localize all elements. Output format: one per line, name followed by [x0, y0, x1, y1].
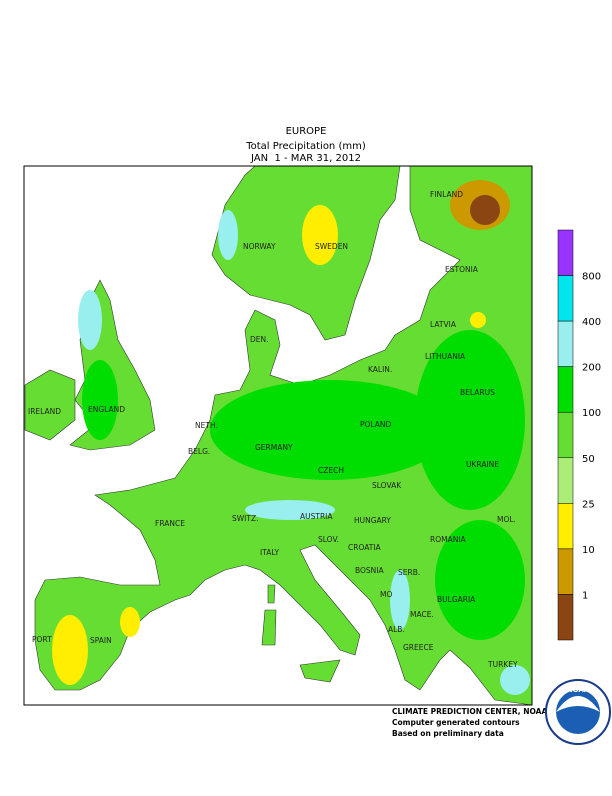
country-label: NORWAY	[243, 242, 276, 251]
country-label: LATVIA	[430, 320, 457, 329]
country-label: GREECE	[403, 643, 434, 652]
legend-swatch	[557, 548, 574, 595]
country-label: SLOVAK	[372, 481, 402, 490]
country-label: SLOV.	[318, 535, 339, 544]
legend-level: 1	[582, 590, 588, 601]
country-label: BELARUS	[460, 388, 495, 397]
country-label: MACE.	[410, 610, 434, 619]
country-label: PORT	[32, 635, 52, 644]
country-label: TURKEY	[487, 660, 518, 669]
logo-text: NOAA	[567, 686, 590, 694]
map: FINLAND NORWAY SWEDEN ESTONIA LATVIA DEN…	[24, 166, 532, 705]
legend-level: 50	[582, 454, 595, 465]
country-label: KALIN.	[368, 365, 392, 374]
country-label: SPAIN	[90, 636, 112, 645]
legend-level: 10	[582, 545, 595, 556]
patch	[210, 380, 450, 480]
corsica	[267, 584, 276, 604]
country-label: ENGLAND	[88, 405, 125, 414]
country-label: ITALY	[260, 548, 280, 557]
credit: Based on preliminary data	[392, 729, 504, 738]
legend-swatch	[557, 457, 574, 504]
country-label: SERB.	[398, 568, 420, 577]
map-period: JAN 1 - MAR 31, 2012	[250, 153, 361, 164]
country-label: ROMANIA	[430, 535, 467, 544]
country-label: MOL.	[497, 515, 516, 524]
country-label: FINLAND	[430, 190, 463, 199]
patch	[245, 500, 335, 520]
patch	[500, 665, 530, 695]
patch	[120, 607, 140, 637]
map-title: Total Precipitation (mm)	[245, 141, 366, 152]
country-label: IRELAND	[28, 407, 61, 416]
logo-bird	[556, 696, 600, 712]
legend-swatch	[557, 275, 574, 322]
legend-swatch	[557, 366, 574, 413]
country-label: HUNGARY	[354, 516, 391, 525]
precip-patches	[52, 180, 530, 695]
credit: Computer generated contours	[392, 718, 520, 727]
legend-level: 25	[582, 499, 595, 510]
patch	[302, 205, 338, 265]
legend-swatch	[557, 229, 574, 276]
legend-swatch	[557, 503, 574, 550]
country-label: SWITZ.	[232, 514, 259, 523]
sicily	[299, 659, 341, 683]
country-label: BELG.	[188, 447, 210, 456]
country-label: DEN.	[250, 335, 269, 344]
legend-swatch	[557, 320, 574, 367]
legend-level: 400	[582, 317, 601, 328]
patch	[52, 615, 88, 685]
country-label: CROATIA	[348, 543, 382, 552]
patch	[470, 312, 486, 328]
ireland	[24, 369, 76, 441]
noaa-logo: NOAA	[545, 679, 611, 745]
legend: 800 400 200 100 50 25 10 1	[557, 229, 601, 641]
patch	[78, 290, 102, 350]
country-label: SWEDEN	[315, 242, 348, 251]
country-label: FRANCE	[155, 519, 185, 528]
legend-swatch	[557, 594, 574, 641]
country-label: AUSTRIA	[300, 512, 333, 521]
country-label: GERMANY	[255, 443, 293, 452]
legend-level: 800	[582, 272, 601, 283]
country-label: NETH.	[195, 421, 218, 430]
legend-level: 100	[582, 408, 601, 419]
patch	[415, 330, 525, 510]
country-label: POLAND	[360, 420, 392, 429]
country-label: LITHUANIA	[425, 352, 466, 361]
country-label: ALB.	[388, 625, 405, 634]
map-region: EUROPE	[286, 126, 327, 137]
credit: CLIMATE PREDICTION CENTER, NOAA	[392, 707, 547, 716]
patch	[218, 210, 238, 260]
country-label: ESTONIA	[445, 265, 479, 274]
legend-swatch	[557, 411, 574, 459]
sardinia	[261, 609, 277, 646]
map-frame	[23, 165, 533, 706]
patch	[82, 360, 118, 440]
legend-level: 200	[582, 363, 601, 374]
country-label: UKRAINE	[466, 460, 499, 469]
patch	[435, 520, 525, 640]
country-label: MO	[380, 590, 392, 599]
country-label: BULGARIA	[437, 595, 476, 604]
patch	[470, 195, 500, 225]
country-label: BOSNIA	[355, 566, 384, 575]
patch	[390, 570, 410, 630]
country-labels: FINLAND NORWAY SWEDEN ESTONIA LATVIA DEN…	[28, 190, 518, 669]
country-label: CZECH	[318, 466, 344, 475]
